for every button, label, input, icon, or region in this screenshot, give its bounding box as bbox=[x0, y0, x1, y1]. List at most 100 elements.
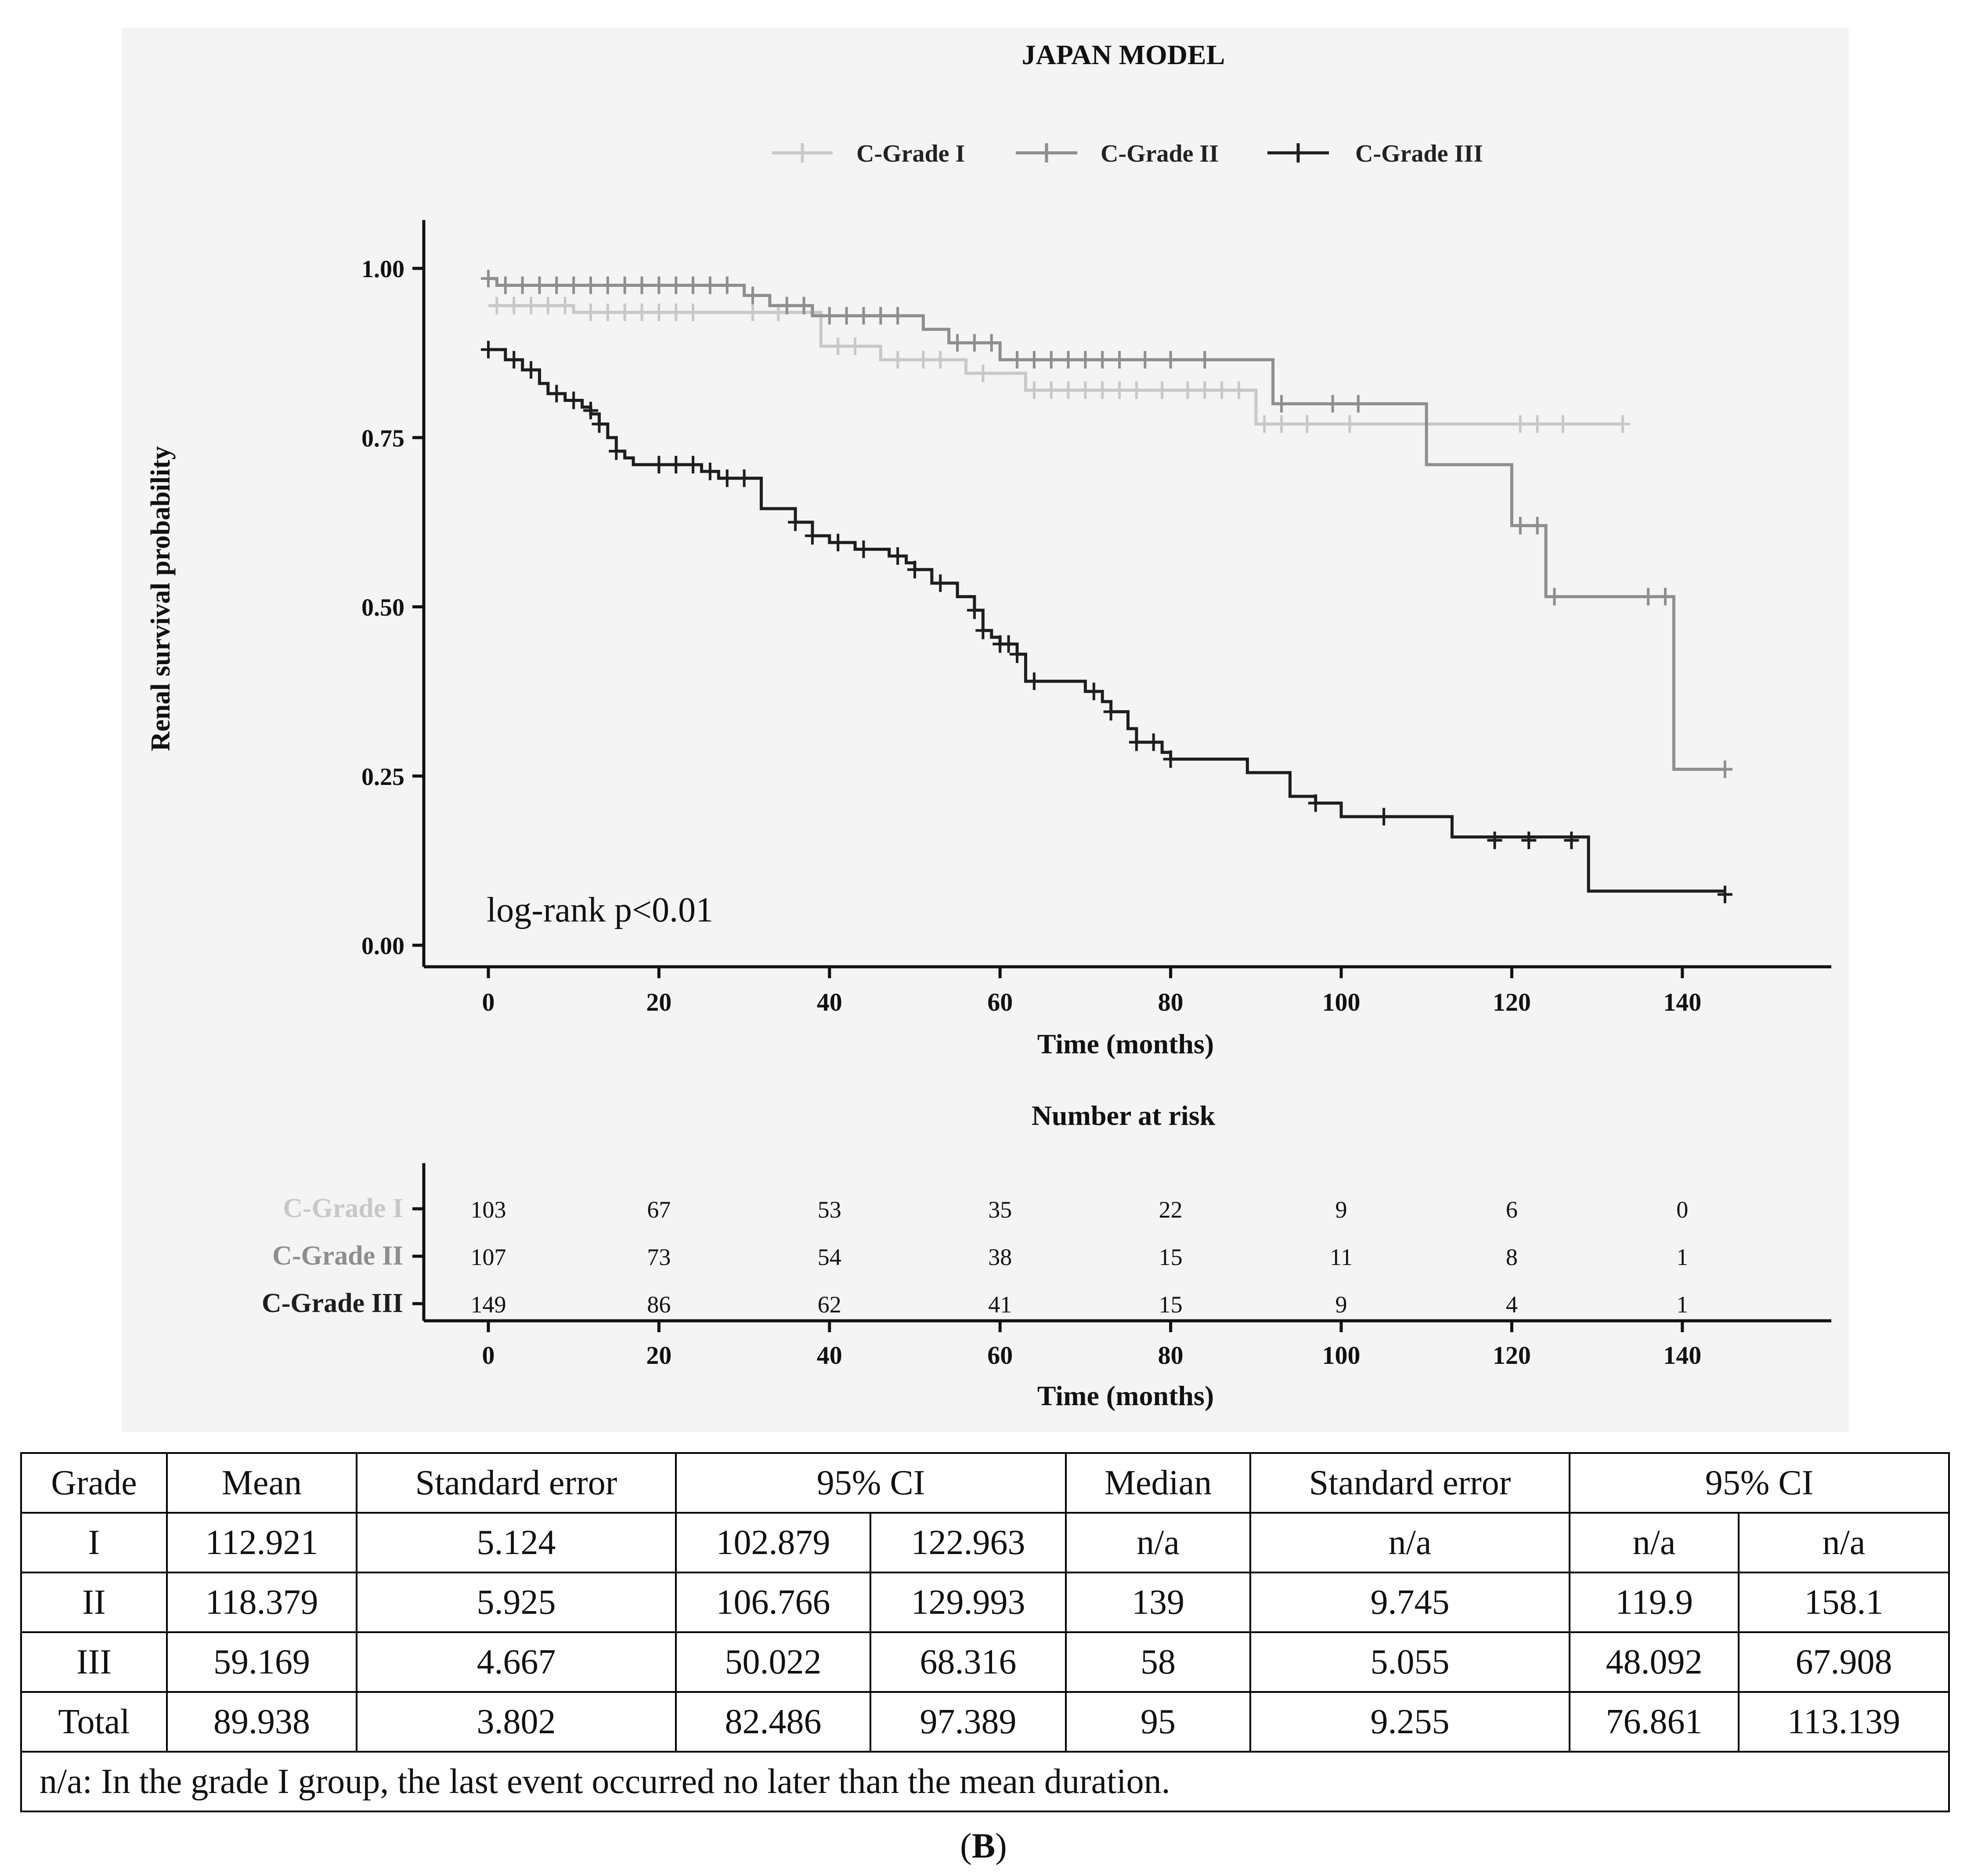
risk-count: 103 bbox=[471, 1196, 506, 1223]
legend-label-grade3: C-Grade III bbox=[1355, 140, 1483, 167]
censor-mark-grade3 bbox=[856, 540, 871, 558]
censor-mark-grade2 bbox=[873, 307, 888, 325]
censor-mark-grade2 bbox=[1350, 395, 1366, 413]
censor-mark-grade3 bbox=[592, 415, 607, 433]
risk-x-ticks: 0 20 40 60 80 100 120 140 bbox=[482, 1321, 1701, 1370]
table-cell: I bbox=[20, 1512, 168, 1573]
censor-mark-grade2 bbox=[532, 276, 547, 294]
censor-mark-grade1 bbox=[1061, 381, 1076, 399]
legend: C-Grade I C-Grade II C-Grade III bbox=[772, 140, 1483, 167]
y-tick-label: 0.00 bbox=[361, 933, 404, 960]
censor-mark-grade2 bbox=[583, 276, 599, 294]
header-cell: Mean bbox=[166, 1452, 357, 1514]
table-header-row: Grade Mean Standard error 95% CI Median … bbox=[20, 1452, 1950, 1514]
risk-count: 0 bbox=[1676, 1196, 1688, 1223]
risk-x-tick-label: 20 bbox=[646, 1341, 671, 1370]
legend-marker-grade1 bbox=[793, 143, 812, 163]
censor-mark-grade2 bbox=[984, 334, 999, 352]
censor-mark-grade1 bbox=[1530, 415, 1545, 433]
censor-mark-grade2 bbox=[1163, 351, 1178, 369]
table-cell: II bbox=[20, 1572, 168, 1633]
censor-mark-grade1 bbox=[1274, 415, 1289, 433]
risk-count: 149 bbox=[471, 1291, 506, 1318]
censor-mark-grade1 bbox=[1043, 381, 1059, 399]
censor-mark-grade3 bbox=[1564, 831, 1579, 849]
censor-mark-grade2 bbox=[1325, 395, 1340, 413]
censor-mark-grade2 bbox=[1026, 351, 1042, 369]
censor-mark-grade1 bbox=[1555, 415, 1570, 433]
censor-mark-grade1 bbox=[1197, 381, 1213, 399]
y-tick-label: 0.75 bbox=[361, 425, 404, 452]
censor-mark-grade1 bbox=[848, 337, 863, 355]
censor-mark-grade1 bbox=[668, 304, 684, 322]
censor-mark-grade3 bbox=[651, 455, 667, 474]
censor-mark-grade2 bbox=[1078, 351, 1093, 369]
header-cell: Standard error bbox=[1249, 1452, 1571, 1514]
censor-mark-grade2 bbox=[839, 307, 854, 325]
table-cell: 4.667 bbox=[356, 1631, 677, 1693]
x-tick-label: 40 bbox=[817, 988, 842, 1016]
table-note: n/a: In the grade I group, the last even… bbox=[20, 1751, 1950, 1812]
censor-mark-grade3 bbox=[506, 351, 522, 369]
survival-curve-grade3 bbox=[488, 348, 1725, 893]
censor-mark-grade1 bbox=[1257, 415, 1272, 433]
table-cell: 5.124 bbox=[356, 1512, 677, 1573]
table-cell: n/a bbox=[1738, 1512, 1950, 1573]
table-cell: 50.022 bbox=[675, 1631, 871, 1693]
table-cell: 158.1 bbox=[1738, 1572, 1950, 1633]
censor-mark-grade1 bbox=[686, 304, 701, 322]
chart-title: JAPAN MODEL bbox=[1022, 39, 1225, 70]
censor-mark-grade2 bbox=[651, 276, 667, 294]
statistics-table: Grade Mean Standard error 95% CI Median … bbox=[20, 1452, 1950, 1812]
risk-row-label: C-Grade II bbox=[272, 1241, 403, 1271]
censor-mark-grade2 bbox=[1061, 351, 1076, 369]
censor-mark-grade1 bbox=[1231, 381, 1246, 399]
censor-mark-grade2 bbox=[1512, 517, 1528, 535]
table-cell: 97.389 bbox=[869, 1691, 1067, 1753]
table-cell: 89.938 bbox=[166, 1691, 357, 1753]
table-cell: 113.139 bbox=[1738, 1691, 1950, 1753]
censor-mark-grade3 bbox=[609, 442, 624, 460]
risk-count: 86 bbox=[647, 1291, 671, 1318]
censor-mark-grade1 bbox=[1299, 415, 1315, 433]
censor-mark-grade1 bbox=[1214, 381, 1230, 399]
risk-x-tick-label: 100 bbox=[1322, 1341, 1361, 1370]
risk-x-tick-label: 120 bbox=[1493, 1341, 1531, 1370]
x-tick-label: 100 bbox=[1322, 988, 1361, 1016]
censor-mark-grade2 bbox=[856, 307, 871, 325]
table-row: II 118.379 5.925 106.766 129.993 139 9.7… bbox=[20, 1572, 1950, 1633]
header-cell: 95% CI bbox=[1569, 1452, 1950, 1514]
x-tick-label: 0 bbox=[482, 988, 495, 1016]
censor-mark-grade2 bbox=[967, 334, 982, 352]
risk-table-title: Number at risk bbox=[1032, 1100, 1216, 1131]
censor-mark-grade1 bbox=[1112, 381, 1127, 399]
panel-label-letter: B bbox=[971, 1827, 996, 1865]
survival-curve-grade2 bbox=[488, 277, 1725, 771]
legend-label-grade1: C-Grade I bbox=[856, 140, 965, 167]
censor-mark-grade3 bbox=[933, 574, 948, 592]
table-cell: Total bbox=[20, 1691, 168, 1753]
censor-mark-grade3 bbox=[549, 385, 564, 403]
censor-mark-grade2 bbox=[686, 276, 701, 294]
x-tick-label: 80 bbox=[1158, 988, 1184, 1016]
table-cell: n/a bbox=[1569, 1512, 1740, 1573]
risk-count: 1 bbox=[1676, 1291, 1688, 1318]
risk-count: 22 bbox=[1159, 1196, 1183, 1223]
censor-mark-grade3 bbox=[719, 469, 735, 487]
table-note-row: n/a: In the grade I group, the last even… bbox=[20, 1751, 1950, 1812]
y-axis-label: Renal survival probability bbox=[146, 446, 176, 752]
censor-mark-grade2 bbox=[1197, 351, 1213, 369]
censor-mark-grade2 bbox=[950, 334, 965, 352]
censor-mark-grade3 bbox=[736, 469, 752, 487]
censor-mark-grade2 bbox=[1137, 351, 1153, 369]
censor-mark-grade1 bbox=[489, 296, 505, 314]
censor-mark-grade3 bbox=[1308, 794, 1323, 812]
censor-mark-grade3 bbox=[967, 601, 982, 619]
x-tick-label: 120 bbox=[1493, 988, 1531, 1016]
censor-mark-grade3 bbox=[566, 391, 581, 409]
risk-count: 54 bbox=[818, 1244, 841, 1270]
table-cell: n/a bbox=[1065, 1512, 1252, 1573]
panel-label: (B) bbox=[960, 1827, 1007, 1865]
table-cell: 118.379 bbox=[166, 1572, 357, 1633]
risk-count: 41 bbox=[988, 1291, 1012, 1318]
